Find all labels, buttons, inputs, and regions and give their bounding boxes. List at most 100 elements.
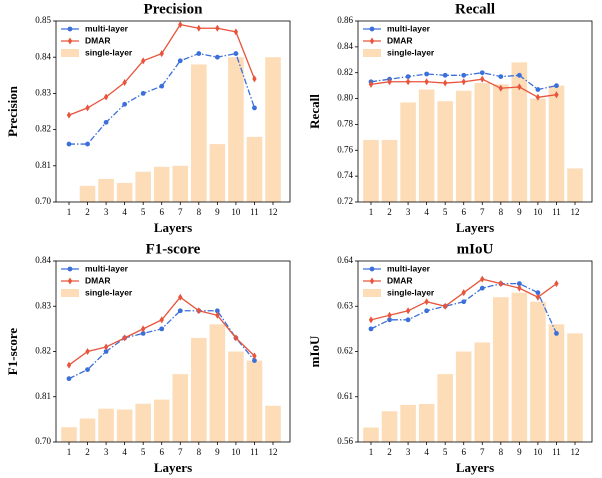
x-tick-label: 2 xyxy=(387,447,392,457)
y-tick-label: 0.81 xyxy=(35,160,51,170)
legend-marker xyxy=(67,277,73,285)
marker xyxy=(252,352,257,360)
bar xyxy=(116,409,133,442)
marker xyxy=(498,84,504,92)
y-axis-label: Recall xyxy=(307,94,322,129)
bar xyxy=(548,85,565,202)
bar xyxy=(135,403,151,442)
marker xyxy=(66,376,72,382)
chart-title: F1-score xyxy=(146,241,201,257)
axes-frame xyxy=(357,20,593,203)
x-tick-label: 10 xyxy=(533,207,543,217)
x-tick-label: 10 xyxy=(231,447,241,457)
legend-label: DMAR xyxy=(387,275,413,285)
marker xyxy=(196,24,202,32)
x-tick-label: 4 xyxy=(424,207,429,217)
x-tick-label: 9 xyxy=(215,207,220,217)
marker xyxy=(424,308,430,314)
axes-frame xyxy=(55,20,291,203)
y-tick-label: 0.62 xyxy=(337,346,353,356)
line xyxy=(69,52,256,145)
marker xyxy=(461,78,466,86)
bar xyxy=(265,57,281,203)
marker xyxy=(387,317,392,323)
x-tick-label: 7 xyxy=(178,447,183,457)
subplot: Recall Layers Recall 0.72 0.74 0.76 0.78 0.80 0.… xyxy=(307,1,593,235)
x-tick-label: 11 xyxy=(552,207,561,217)
marker xyxy=(424,78,429,86)
x-tick-label: 12 xyxy=(269,447,278,457)
x-tick-label: 1 xyxy=(369,207,374,217)
x-tick-label: 5 xyxy=(443,207,448,217)
marker xyxy=(405,78,411,86)
marker xyxy=(480,75,485,83)
bar xyxy=(455,90,472,202)
bar xyxy=(381,411,398,442)
x-tick-label: 7 xyxy=(480,207,485,217)
marker xyxy=(122,334,127,342)
marker xyxy=(85,141,90,147)
legend-label: single-layer xyxy=(85,47,133,57)
marker xyxy=(214,308,220,314)
bar xyxy=(474,83,491,202)
x-tick-label: 3 xyxy=(406,447,411,457)
marker xyxy=(140,325,146,333)
x-tick-label: 10 xyxy=(533,447,543,457)
legend-marker xyxy=(369,26,375,32)
bar xyxy=(437,374,453,442)
y-tick-label: 0.83 xyxy=(35,300,51,310)
marker xyxy=(424,71,430,77)
bar xyxy=(530,301,546,442)
x-axis-label: Layers xyxy=(456,460,494,475)
x-tick-label: 6 xyxy=(461,207,466,217)
y-tick-label: 0.56 xyxy=(337,436,353,446)
bar xyxy=(246,136,263,202)
marker xyxy=(103,93,109,101)
y-axis-label: Precision xyxy=(5,85,20,137)
x-tick-label: 8 xyxy=(197,207,202,217)
x-tick-label: 4 xyxy=(424,447,429,457)
x-tick-label: 3 xyxy=(104,447,109,457)
x-tick-label: 5 xyxy=(443,447,448,457)
x-tick-label: 12 xyxy=(269,207,278,217)
marker xyxy=(516,72,522,78)
y-tick-label: 0.82 xyxy=(35,124,51,134)
marker xyxy=(442,302,448,310)
bar xyxy=(548,324,565,442)
x-tick-label: 1 xyxy=(67,447,72,457)
bar xyxy=(530,98,546,202)
y-tick-label: 0.61 xyxy=(337,391,353,401)
marker xyxy=(387,311,392,319)
legend-label: DMAR xyxy=(387,35,413,45)
legend-label: multi-layer xyxy=(85,23,129,33)
x-tick-label: 6 xyxy=(461,447,466,457)
marker xyxy=(252,75,257,83)
y-tick-label: 0.70 xyxy=(35,436,51,446)
bar xyxy=(116,182,133,202)
marker xyxy=(215,24,220,32)
x-tick-label: 9 xyxy=(517,207,522,217)
legend-swatch xyxy=(61,289,79,297)
y-tick-label: 0.63 xyxy=(337,300,353,310)
marker xyxy=(159,50,164,58)
bar xyxy=(246,360,263,442)
y-axis-label: F1-score xyxy=(5,328,20,376)
y-tick-label: 0.64 xyxy=(337,255,353,265)
marker xyxy=(461,72,467,78)
marker xyxy=(85,348,90,355)
marker xyxy=(517,284,522,292)
marker xyxy=(196,307,202,315)
marker xyxy=(85,367,90,372)
x-tick-label: 12 xyxy=(571,207,580,217)
x-tick-label: 5 xyxy=(141,207,146,217)
marker xyxy=(159,83,165,89)
y-tick-label: 0.84 xyxy=(337,41,353,51)
bar xyxy=(228,351,244,442)
x-tick-label: 1 xyxy=(369,447,374,457)
bar xyxy=(209,144,226,202)
y-tick-label: 0.78 xyxy=(337,118,353,128)
marker xyxy=(405,317,411,323)
marker xyxy=(140,331,146,336)
marker xyxy=(368,80,374,88)
